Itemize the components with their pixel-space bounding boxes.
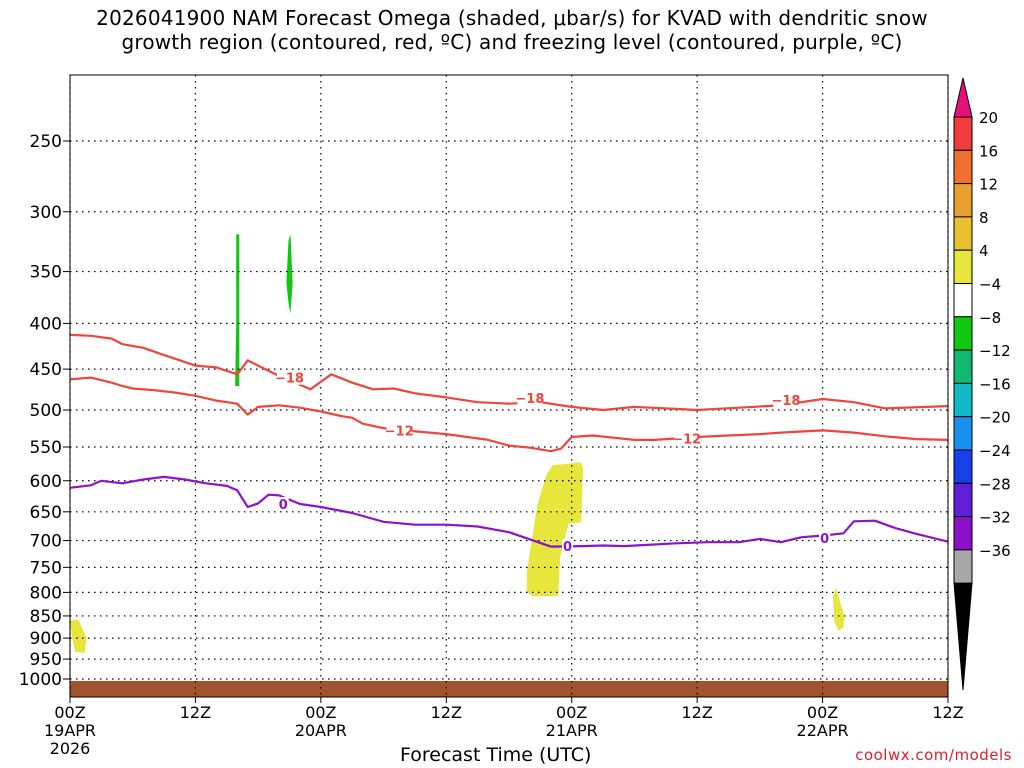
colorbar-label-14: −36	[979, 542, 1011, 560]
x-tick-label-12: 12Z	[180, 703, 211, 722]
y-tick-label-950: 950	[30, 650, 62, 670]
y-tick-label-400: 400	[30, 314, 62, 334]
omega-region-5	[833, 587, 845, 631]
omega-region-1	[235, 234, 240, 386]
colorbar-label-8: −12	[979, 342, 1011, 360]
contour-label-bg-1	[277, 370, 302, 385]
y-tick-label-300: 300	[30, 203, 62, 223]
colorbar-swatch-2	[953, 149, 973, 185]
colorbar-swatch-3	[953, 183, 973, 218]
x-date-label-48: 21APR	[546, 721, 598, 740]
colorbar-top-arrow	[953, 77, 973, 118]
colorbar-label-2: 16	[979, 142, 998, 160]
colorbar-swatch-1	[953, 116, 973, 151]
colorbar-label-12: −28	[979, 475, 1011, 493]
contour-label-3: −18	[771, 394, 800, 409]
contour-label-bg-5	[674, 431, 700, 446]
y-tick-label-450: 450	[30, 360, 62, 380]
contour-label-6: 0	[279, 498, 288, 513]
contour-label-1: −18	[275, 372, 304, 387]
terrain-layer	[70, 680, 948, 697]
y-tick-label-250: 250	[30, 132, 62, 152]
x-tick-label-60: 12Z	[681, 703, 712, 722]
colorbar: 20 16 12 8 4 −4 −8 −12 −16 −20 −24 −28 −32 −36	[953, 77, 1011, 691]
x-tick-label-48: 00Z	[556, 703, 587, 722]
contour-label-bg-4	[386, 423, 412, 438]
contour-label-4: −12	[385, 424, 414, 439]
y-tick-label-550: 550	[30, 438, 62, 458]
colorbar-swatch-14	[953, 549, 973, 584]
omega-shading	[70, 234, 845, 653]
chart-title: 2026041900 NAM Forecast Omega (shaded, μ…	[0, 6, 1024, 54]
colorbar-swatch-9	[953, 382, 973, 418]
y-tick-label-700: 700	[30, 532, 62, 552]
colorbar-label-3: 12	[979, 176, 998, 194]
colorbar-swatch-13	[953, 516, 973, 551]
y-tick-label-500: 500	[30, 401, 62, 421]
contour-line-3	[69, 475, 949, 548]
colorbar-swatch-7	[953, 316, 973, 351]
x-tick-label-0: 00Z	[54, 703, 85, 722]
colorbar-swatch-5	[953, 249, 973, 284]
colorbar-label-7: −8	[979, 309, 1001, 327]
contour-label-5: −12	[672, 432, 701, 447]
omega-region-2	[286, 234, 293, 314]
x-tick-label-84: 12Z	[932, 703, 963, 722]
omega-region-4	[526, 462, 584, 597]
colorbar-swatch-12	[953, 482, 973, 518]
colorbar-label-4: 8	[979, 209, 989, 227]
x-tick-label-24: 00Z	[305, 703, 336, 722]
y-tick-label-350: 350	[30, 263, 62, 283]
colorbar-swatch-4	[953, 216, 973, 251]
colorbar-bottom-arrow	[953, 582, 973, 691]
contour-lines	[69, 333, 949, 548]
plot-frame	[69, 74, 949, 698]
contour-label-bg-2	[517, 391, 543, 406]
colorbar-label-11: −24	[979, 442, 1011, 460]
colorbar-label-9: −16	[979, 375, 1011, 393]
y-tick-label-850: 850	[30, 607, 62, 627]
x-date-label-0: 19APR	[44, 721, 96, 740]
x-date-label-72: 22APR	[797, 721, 849, 740]
x-axis-label: Forecast Time (UTC)	[400, 744, 592, 766]
omega-region-3	[70, 619, 87, 653]
contour-label-bg-3	[773, 392, 799, 407]
colorbar-label-1: 20	[979, 109, 998, 127]
contour-label-2: −18	[515, 392, 544, 407]
x-date-label-24: 20APR	[295, 721, 347, 740]
terrain-strip	[70, 680, 948, 697]
colorbar-label-5: 4	[979, 242, 989, 260]
contour-label-bg-6	[277, 496, 289, 511]
x-tick-label-36: 12Z	[431, 703, 462, 722]
colorbar-swatch-11	[953, 449, 973, 484]
contour-label-7: 0	[563, 540, 572, 555]
y-tick-label-800: 800	[30, 583, 62, 603]
colorbar-swatch-10	[953, 416, 973, 451]
contour-line-2	[69, 376, 949, 453]
y-tick-label-650: 650	[30, 503, 62, 523]
y-tick-label-900: 900	[30, 629, 62, 649]
contour-label-8: 0	[820, 532, 829, 547]
contour-label-bg-7	[562, 539, 574, 554]
colorbar-label-10: −20	[979, 409, 1011, 427]
source-credit: coolwx.com/models	[855, 746, 1012, 764]
grid-lines	[69, 75, 949, 697]
axes: 2503003504004505005506006507007508008509…	[19, 132, 964, 758]
y-tick-label-600: 600	[30, 472, 62, 492]
contour-labels: −18 −18 −18 −12 −12 0 0 0	[275, 370, 831, 555]
colorbar-swatch-8	[953, 349, 973, 384]
x-year-label-0: 2026	[50, 739, 91, 758]
y-tick-label-750: 750	[30, 558, 62, 578]
chart-title-line2: growth region (contoured, red, ºC) and f…	[121, 30, 903, 54]
contour-label-bg-8	[819, 530, 831, 545]
colorbar-swatch-6	[953, 283, 973, 318]
colorbar-label-6: −4	[979, 276, 1001, 294]
y-tick-label-1000: 1000	[19, 670, 62, 690]
contour-line-1	[69, 333, 949, 412]
colorbar-label-13: −32	[979, 509, 1011, 527]
x-tick-label-72: 00Z	[807, 703, 838, 722]
chart-title-line1: 2026041900 NAM Forecast Omega (shaded, μ…	[96, 6, 928, 30]
